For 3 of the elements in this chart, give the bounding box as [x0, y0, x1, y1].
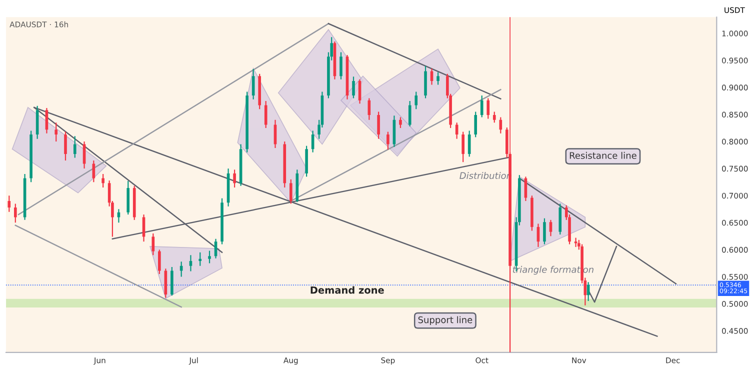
- annotation: Resistance line: [570, 152, 636, 159]
- band-label: Demand zone: [310, 286, 384, 294]
- annotation: Support line: [418, 316, 472, 325]
